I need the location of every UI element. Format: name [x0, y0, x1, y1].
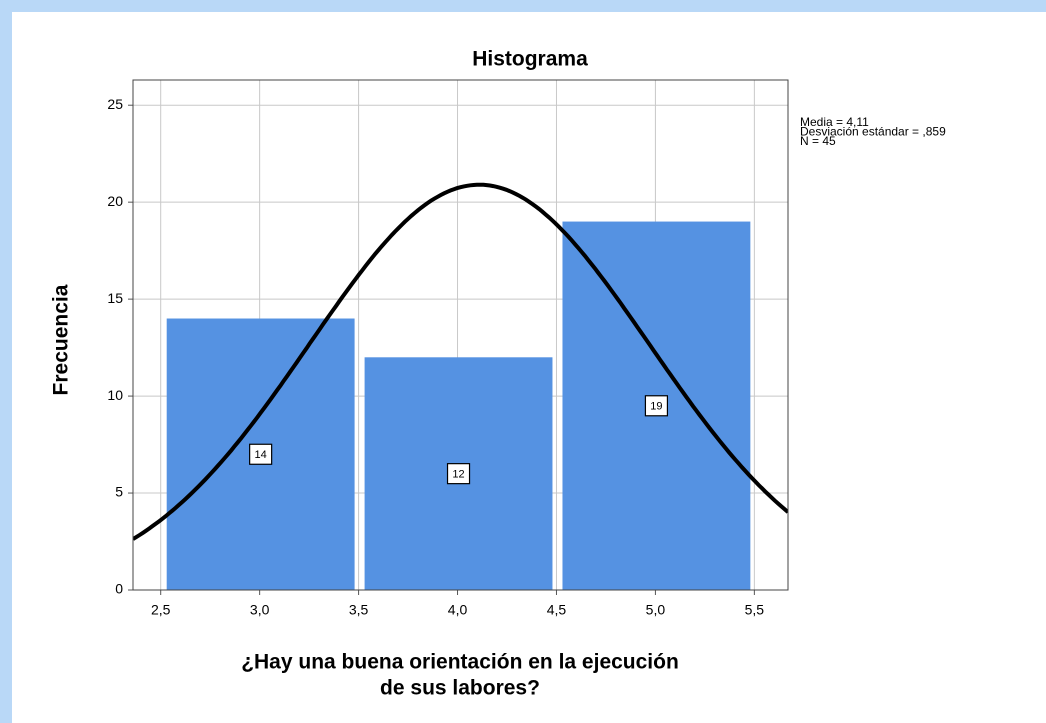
y-tick-label: 0 — [115, 581, 123, 597]
x-tick-label: 5,5 — [745, 602, 765, 618]
x-tick-label: 4,5 — [547, 602, 567, 618]
y-tick-label: 15 — [107, 290, 123, 306]
y-tick-label: 5 — [115, 484, 123, 500]
x-tick-label: 3,5 — [349, 602, 369, 618]
chart-title: Histograma — [472, 48, 588, 71]
stat-annotation: N = 45 — [800, 134, 836, 148]
data-label: 19 — [650, 401, 662, 413]
x-axis-label: de sus labores? — [380, 677, 540, 700]
y-tick-label: 20 — [107, 193, 123, 209]
y-tick-label: 10 — [107, 387, 123, 403]
data-label: 12 — [452, 469, 464, 481]
x-tick-label: 5,0 — [646, 602, 666, 618]
x-axis-label: ¿Hay una buena orientación en la ejecuci… — [241, 651, 679, 674]
data-label: 14 — [255, 449, 267, 461]
x-tick-label: 4,0 — [448, 602, 468, 618]
x-tick-label: 2,5 — [151, 602, 171, 618]
stat-annotation: Media = 4,11 — [800, 115, 869, 129]
data-label-box — [446, 463, 471, 485]
y-axis-label: Frecuencia — [50, 284, 73, 395]
y-tick-label: 25 — [107, 96, 123, 112]
data-label-box — [249, 443, 273, 465]
x-tick-label: 3,0 — [250, 602, 270, 618]
plot-frame — [132, 79, 789, 591]
normal-curve — [133, 182, 788, 541]
data-label-box — [644, 395, 669, 417]
stat-annotation: Desviación estándar = ,859 — [800, 125, 946, 139]
